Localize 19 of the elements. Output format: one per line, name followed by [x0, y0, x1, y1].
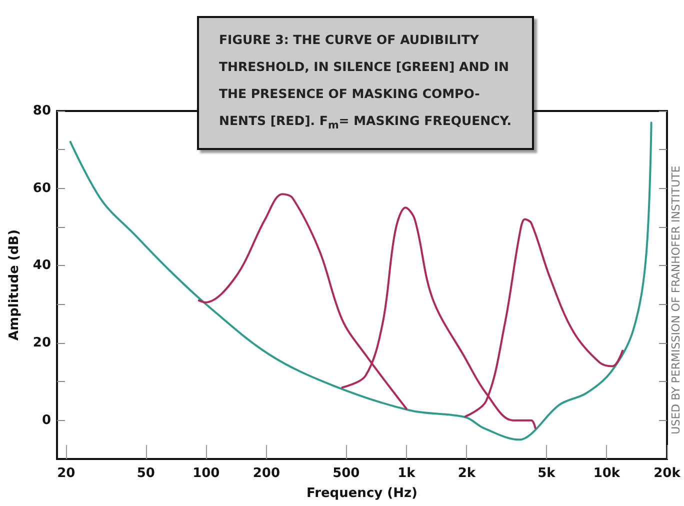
x-tick-label: 200 [252, 466, 280, 481]
x-tick-label: 100 [192, 466, 220, 481]
x-axis-title: Frequency (Hz) [306, 486, 418, 501]
y-tick-label: 80 [32, 104, 51, 118]
x-tick-label: 10k [593, 466, 620, 481]
x-tick-label: 50 [136, 466, 155, 481]
x-tick-label: 2k [458, 466, 476, 481]
text: USED BY PERMISSION OF FRANHOFER INSTITUTE [670, 166, 682, 434]
y-tick-label: 20 [32, 336, 51, 350]
x-tick-label: 5k [538, 466, 556, 481]
y-tick-label: 60 [32, 180, 51, 196]
caption-panel: FIGURE 3: THE CURVE OF AUDIBILITY THRESHOLD, IN SILENCE [GREEN] AND IN THE PRESENCE OF MASKING COMPO- NENTS [RED]. F$_{m}$= MASKING FREQUENCY. [197, 16, 534, 150]
x-tick-label: 1k [398, 466, 416, 481]
y-tick-label: 0 [42, 412, 51, 428]
y-tick-label: 40 [32, 258, 51, 274]
x-tick-label: 500 [332, 466, 360, 481]
x-tick-label: 20 [57, 466, 76, 481]
x-tick-label: 20k [654, 466, 681, 481]
y-axis-title: Amplitude (dB) [7, 229, 22, 341]
